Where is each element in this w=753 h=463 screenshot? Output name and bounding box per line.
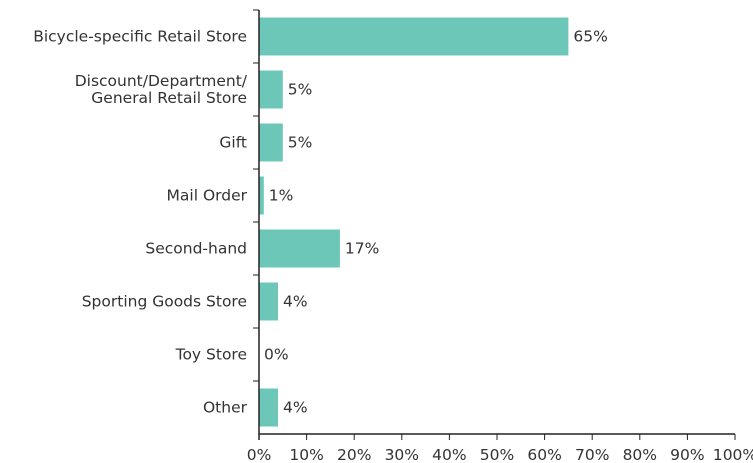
value-label-1: 5% — [288, 81, 313, 99]
category-label-0: Bicycle-specific Retail Store — [33, 28, 247, 46]
bar-3 — [259, 176, 264, 215]
value-label-3: 1% — [269, 187, 294, 205]
category-label-4: Second-hand — [145, 240, 247, 258]
axes — [253, 9, 736, 440]
category-label-7: Other — [203, 399, 248, 417]
bar-1 — [259, 70, 283, 109]
x-tick-label-7: 70% — [575, 446, 609, 463]
category-label-5: Sporting Goods Store — [82, 293, 247, 311]
bar-7 — [259, 388, 278, 427]
x-tick-label-10: 100% — [713, 446, 753, 463]
category-label-3: Mail Order — [167, 187, 248, 205]
x-tick-label-4: 40% — [432, 446, 466, 463]
category-label-2: Gift — [219, 134, 247, 152]
labels: 65% Bicycle-specific Retail Store 5% Discou… — [33, 28, 753, 463]
x-tick-label-2: 20% — [337, 446, 371, 463]
x-tick-label-1: 10% — [289, 446, 323, 463]
value-label-0: 65% — [573, 28, 607, 46]
x-tick-label-6: 60% — [527, 446, 561, 463]
x-tick-label-0: 0% — [247, 446, 272, 463]
x-tick-label-5: 50% — [480, 446, 514, 463]
value-label-6: 0% — [264, 346, 289, 364]
value-label-5: 4% — [283, 293, 308, 311]
category-label-1-line-0: Discount/Department/ — [75, 72, 248, 90]
bar-5 — [259, 282, 278, 321]
bar-4 — [259, 229, 340, 268]
x-tick-label-3: 30% — [385, 446, 419, 463]
x-tick-label-8: 80% — [623, 446, 657, 463]
bar-0 — [259, 17, 569, 56]
value-label-2: 5% — [288, 134, 313, 152]
x-tick-label-9: 90% — [670, 446, 704, 463]
category-label-6: Toy Store — [175, 346, 247, 364]
category-label-1-line-1: General Retail Store — [91, 89, 247, 107]
bar-2 — [259, 123, 283, 162]
value-label-7: 4% — [283, 399, 308, 417]
bars — [259, 17, 569, 427]
value-label-4: 17% — [345, 240, 379, 258]
